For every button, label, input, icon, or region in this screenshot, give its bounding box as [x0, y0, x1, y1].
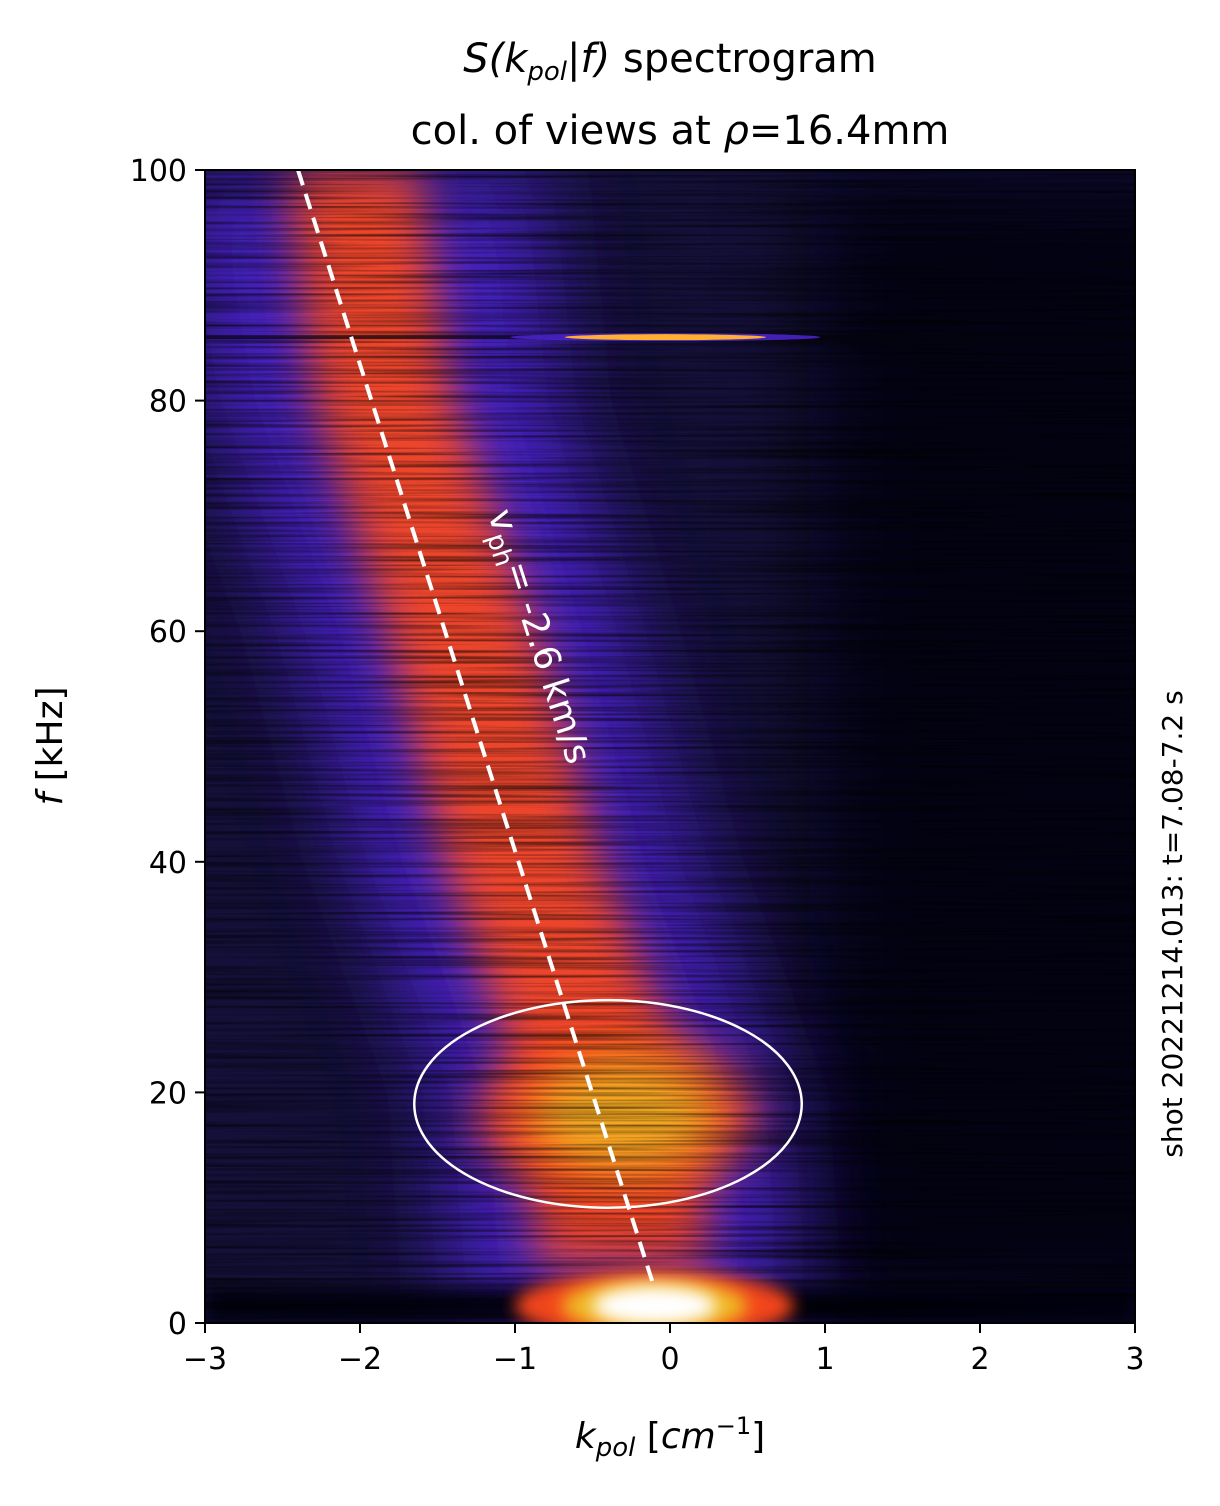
y-axis-ticks: 0 20 40 60 80 100	[130, 154, 205, 1342]
y-tick-label: 20	[149, 1076, 187, 1111]
x-tick-label: −3	[183, 1342, 227, 1377]
peak-highlights	[205, 333, 1135, 1323]
phase-velocity-line	[296, 170, 657, 1290]
plot-area: vph= -2.6 km/s	[205, 170, 1135, 1323]
y-tick-label: 60	[149, 615, 187, 650]
highlight-ellipse	[413, 998, 803, 1209]
x-tick-label: −2	[338, 1342, 382, 1377]
y-tick-label: 40	[149, 846, 187, 881]
x-axis-label: kpol [cm−1]	[575, 1412, 765, 1463]
y-axis-label: f [kHz]	[30, 686, 71, 805]
chart-title-line1: S(kpol|f) spectrogram	[463, 36, 877, 87]
shot-time-label: shot 20221214.013: t=7.08-7.2 s	[1156, 690, 1189, 1157]
x-tick-label: −1	[493, 1342, 537, 1377]
line-peak-core	[564, 334, 767, 341]
x-axis-ticks: −3 −2 −1 0 1 2 3	[183, 1323, 1145, 1377]
heatmap-streaks	[205, 170, 1135, 1323]
x-tick-label: 1	[815, 1342, 834, 1377]
y-tick-label: 0	[168, 1307, 187, 1342]
x-tick-label: 2	[970, 1342, 989, 1377]
x-tick-label: 0	[660, 1342, 679, 1377]
y-tick-label: 80	[149, 385, 187, 420]
y-tick-label: 100	[130, 154, 187, 189]
chart-title-line2: col. of views at ρ=16.4mm	[411, 108, 950, 154]
x-tick-label: 3	[1125, 1342, 1144, 1377]
dc-peak-core	[592, 1286, 717, 1323]
